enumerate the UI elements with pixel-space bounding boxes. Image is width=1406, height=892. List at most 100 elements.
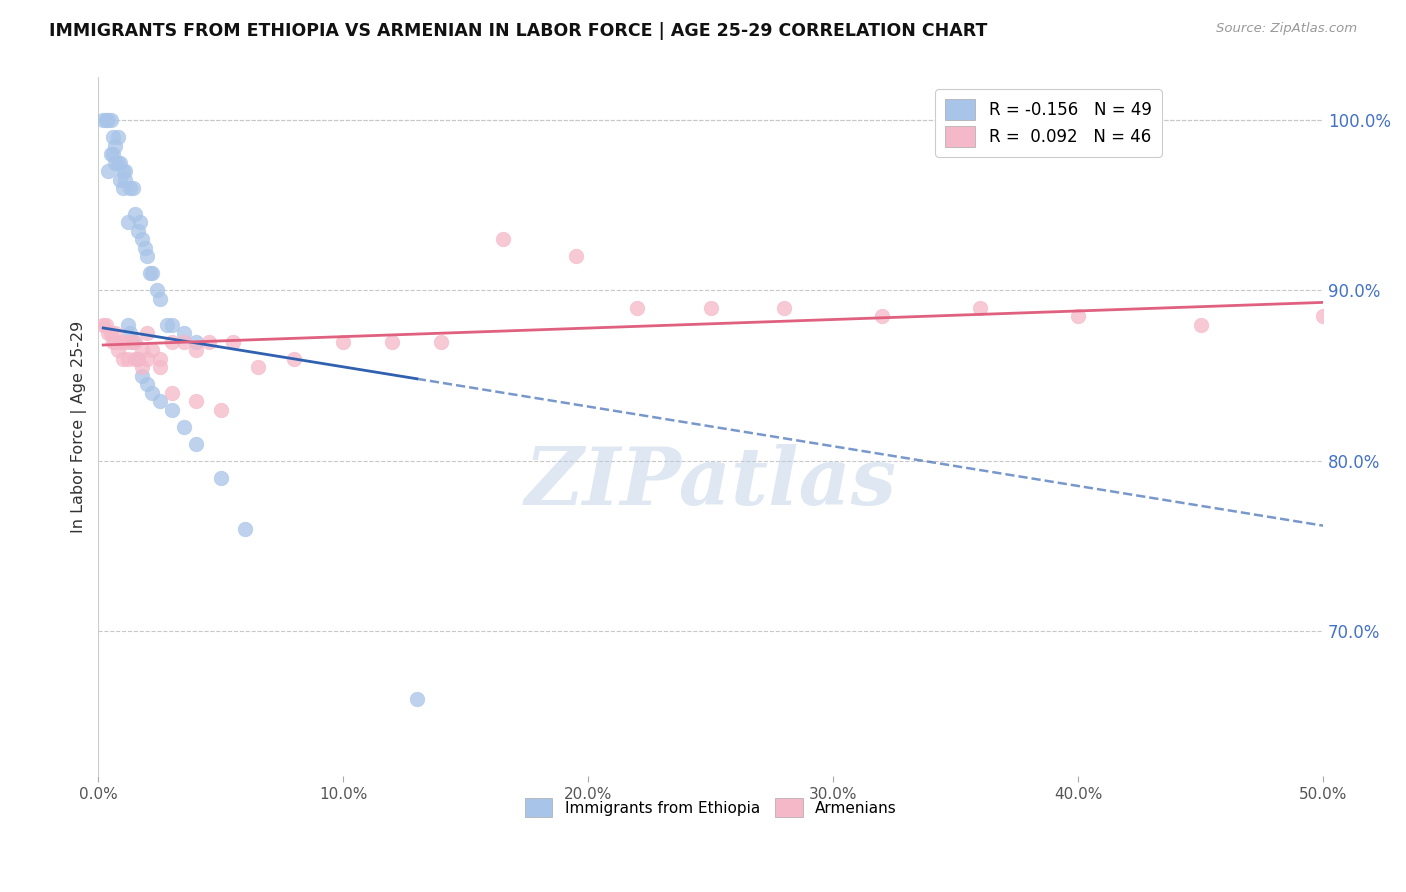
Point [107, 343, 129, 358]
Point [120, 326, 142, 340]
Point [97, 164, 120, 178]
Point [120, 334, 142, 349]
Point [121, 181, 143, 195]
Point [120, 181, 142, 195]
Point [381, 334, 404, 349]
Point [491, 232, 513, 246]
Point [209, 402, 232, 417]
Point [134, 241, 156, 255]
Point [332, 334, 354, 349]
Point [124, 351, 146, 366]
Point [104, 326, 127, 340]
Point [149, 292, 172, 306]
Point [186, 334, 208, 349]
Point [160, 385, 183, 400]
Text: IMMIGRANTS FROM ETHIOPIA VS ARMENIAN IN LABOR FORCE | AGE 25-29 CORRELATION CHAR: IMMIGRANTS FROM ETHIOPIA VS ARMENIAN IN … [49, 22, 987, 40]
Point [131, 360, 153, 375]
Point [100, 113, 122, 128]
Point [114, 164, 136, 178]
Point [565, 249, 588, 263]
Legend: Immigrants from Ethiopia, Armenians: Immigrants from Ethiopia, Armenians [517, 790, 904, 824]
Point [160, 402, 183, 417]
Point [94, 318, 117, 332]
Point [1312, 309, 1334, 323]
Point [136, 377, 159, 392]
Point [136, 351, 159, 366]
Point [91, 318, 114, 332]
Point [117, 351, 139, 366]
Point [405, 692, 427, 706]
Point [173, 419, 195, 434]
Y-axis label: In Labor Force | Age 25-29: In Labor Force | Age 25-29 [72, 321, 87, 533]
Point [773, 301, 796, 315]
Point [233, 522, 256, 536]
Point [91, 113, 114, 128]
Text: Source: ZipAtlas.com: Source: ZipAtlas.com [1216, 22, 1357, 36]
Point [117, 215, 139, 229]
Point [104, 138, 127, 153]
Point [186, 394, 208, 409]
Point [127, 224, 149, 238]
Point [700, 301, 723, 315]
Point [186, 437, 208, 451]
Point [136, 326, 159, 340]
Point [1067, 309, 1090, 323]
Point [149, 360, 172, 375]
Point [131, 343, 153, 358]
Point [186, 343, 208, 358]
Point [110, 172, 132, 186]
Text: ZIPatlas: ZIPatlas [524, 444, 897, 522]
Point [131, 232, 153, 246]
Point [127, 351, 149, 366]
Point [100, 147, 122, 161]
Point [101, 334, 124, 349]
Point [121, 334, 143, 349]
Point [222, 334, 245, 349]
Point [146, 284, 169, 298]
Point [197, 334, 219, 349]
Point [160, 318, 183, 332]
Point [114, 334, 136, 349]
Point [107, 130, 129, 145]
Point [104, 334, 127, 349]
Point [107, 155, 129, 169]
Point [124, 207, 146, 221]
Point [100, 326, 122, 340]
Point [209, 471, 232, 485]
Point [139, 267, 162, 281]
Point [117, 318, 139, 332]
Point [104, 155, 127, 169]
Point [101, 147, 124, 161]
Point [141, 385, 163, 400]
Point [969, 301, 991, 315]
Point [127, 351, 149, 366]
Point [97, 113, 120, 128]
Point [173, 326, 195, 340]
Point [1189, 318, 1212, 332]
Point [141, 343, 163, 358]
Point [129, 215, 152, 229]
Point [110, 334, 132, 349]
Point [94, 113, 117, 128]
Point [136, 249, 159, 263]
Point [149, 394, 172, 409]
Point [110, 155, 132, 169]
Point [111, 181, 134, 195]
Point [114, 172, 136, 186]
Point [173, 334, 195, 349]
Point [149, 351, 172, 366]
Point [283, 351, 305, 366]
Point [246, 360, 269, 375]
Point [870, 309, 893, 323]
Point [111, 351, 134, 366]
Point [124, 334, 146, 349]
Point [430, 334, 453, 349]
Point [131, 368, 153, 383]
Point [111, 164, 134, 178]
Point [160, 334, 183, 349]
Point [156, 318, 179, 332]
Point [97, 326, 120, 340]
Point [101, 130, 124, 145]
Point [141, 267, 163, 281]
Point [626, 301, 648, 315]
